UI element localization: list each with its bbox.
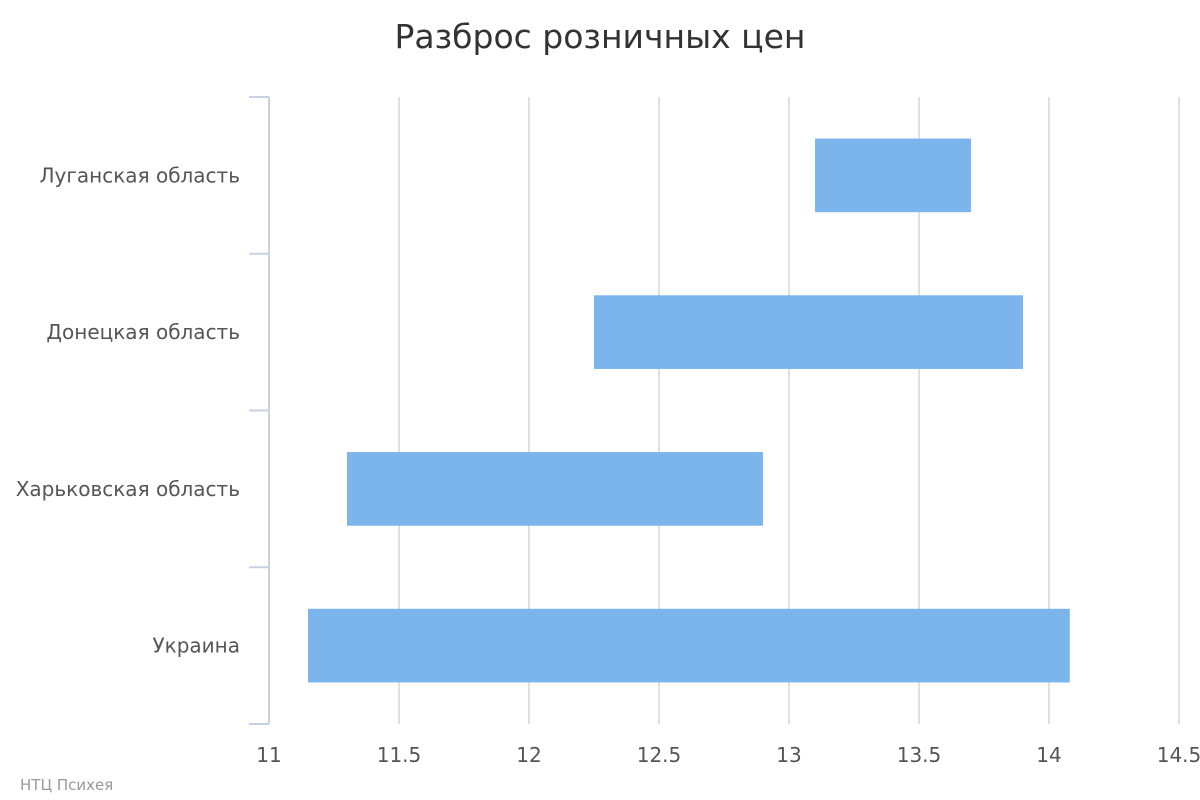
category-label: Украина bbox=[152, 634, 240, 658]
category-label: Луганская область bbox=[40, 163, 240, 187]
category-axis bbox=[249, 96, 270, 725]
category-label: Донецкая область bbox=[46, 320, 240, 344]
range-bar[interactable] bbox=[308, 608, 1070, 683]
x-tick-label: 11 bbox=[256, 743, 281, 767]
x-tick-label: 13 bbox=[776, 743, 801, 767]
x-tick-label: 11.5 bbox=[377, 743, 422, 767]
category-label: Харьковская область bbox=[16, 477, 240, 501]
credit-text[interactable]: НТЦ Психея bbox=[20, 776, 113, 794]
chart-title: Разброс розничных цен bbox=[395, 17, 806, 56]
x-axis-tick-labels: 11 11.5 12 12.5 13 13.5 14 14.5 bbox=[256, 743, 1200, 767]
x-tick-label: 12 bbox=[516, 743, 541, 767]
category-labels: Луганская область Донецкая область Харьков… bbox=[16, 163, 240, 657]
bars bbox=[308, 138, 1070, 683]
x-tick-label: 14.5 bbox=[1157, 743, 1200, 767]
range-bar[interactable] bbox=[594, 295, 1023, 369]
x-tick-label: 13.5 bbox=[897, 743, 942, 767]
x-tick-label: 14 bbox=[1036, 743, 1061, 767]
range-bar[interactable] bbox=[815, 138, 971, 213]
x-tick-label: 12.5 bbox=[637, 743, 682, 767]
range-bar[interactable] bbox=[347, 452, 763, 526]
